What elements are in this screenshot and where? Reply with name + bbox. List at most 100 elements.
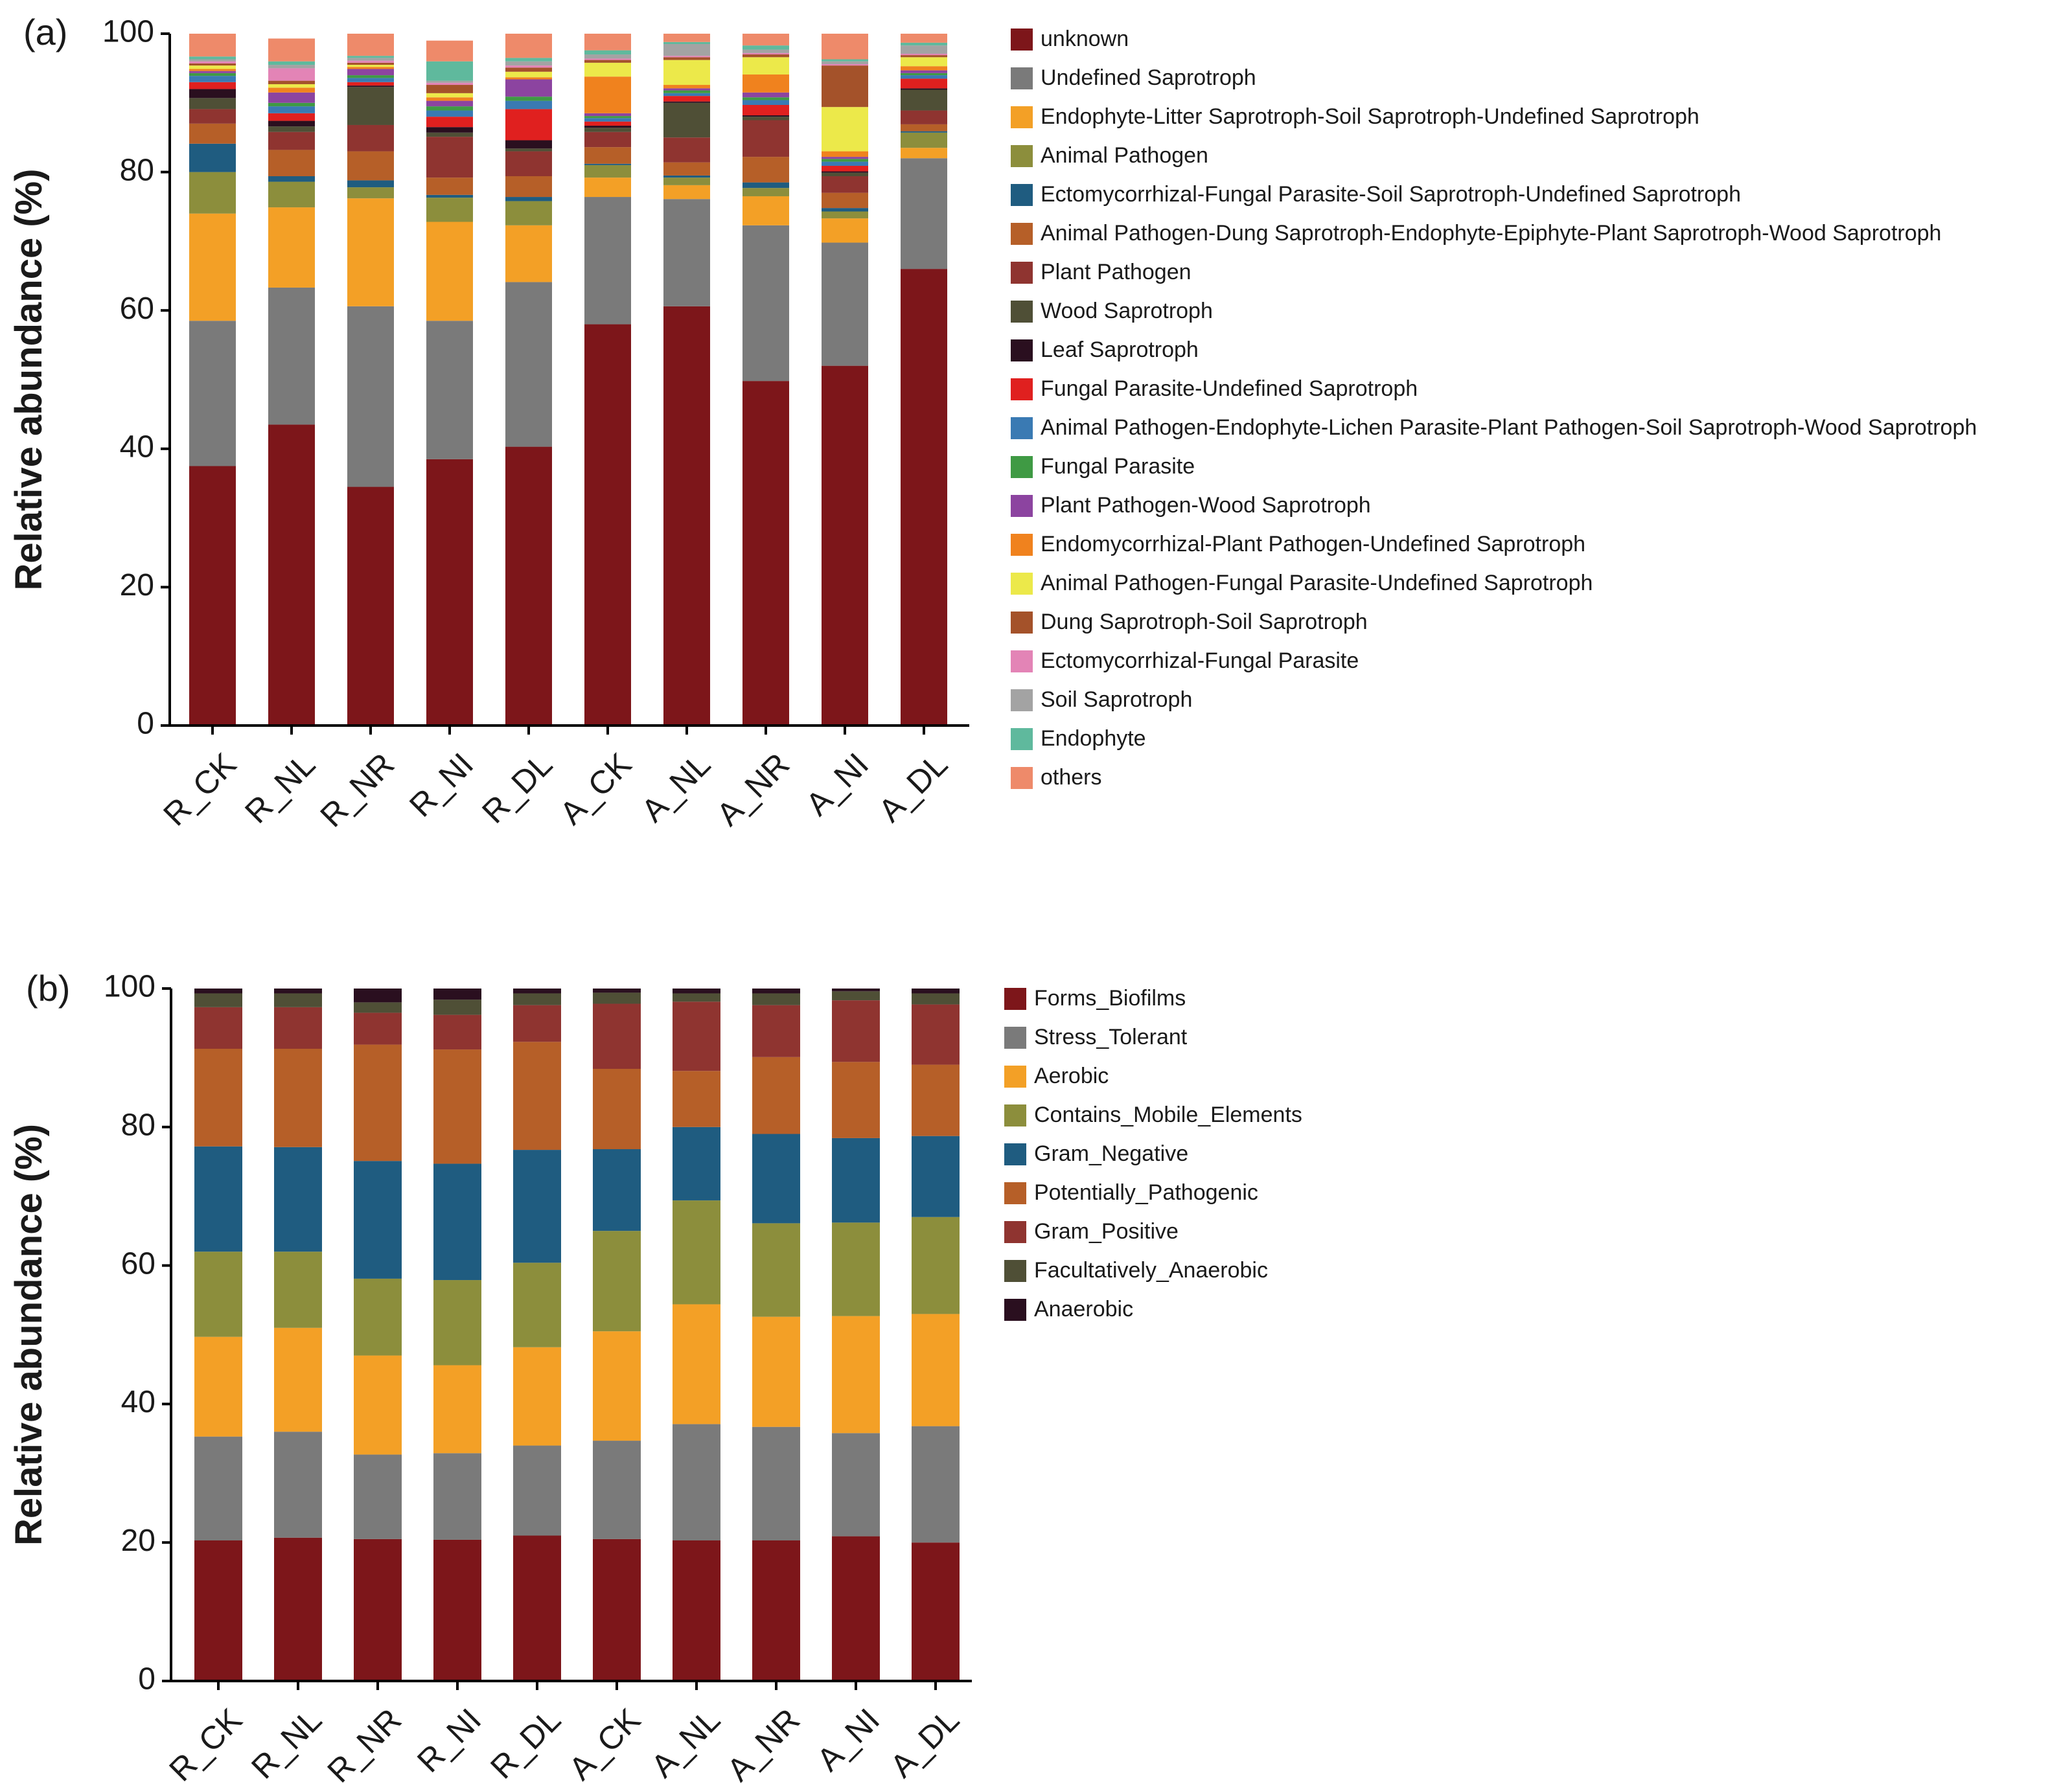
panel-a-bar-segment <box>189 59 236 62</box>
panel-a-y-tick-label: 100 <box>102 15 154 49</box>
panel-b-bar-segment <box>274 1147 322 1252</box>
panel-a-legend-swatch <box>1011 456 1033 478</box>
panel-a-y-tick-label: 80 <box>120 153 154 187</box>
panel-a-bar-segment <box>426 127 473 133</box>
panel-a-bar-segment <box>663 306 710 726</box>
panel-b-bar-segment <box>433 1163 481 1281</box>
panel-a-bar-segment <box>189 65 236 69</box>
panel-b-legend-label: Facultatively_Anaerobic <box>1034 1258 1268 1283</box>
panel-a-bar-segment <box>505 151 552 177</box>
panel-a-bar-segment <box>663 88 710 91</box>
panel-a-bar-segment <box>901 42 947 46</box>
panel-a-y-tick-label: 60 <box>120 292 154 326</box>
panel-a-chart: (a)Relative abundance (%)020406080100R_C… <box>8 12 1977 834</box>
panel-b-bar-segment <box>513 1005 561 1042</box>
panel-a-bar-segment <box>268 38 315 62</box>
panel-b-bar-segment <box>752 1134 800 1224</box>
panel-b-bar-segment <box>832 989 880 992</box>
panel-a-bar-segment <box>584 34 631 51</box>
panel-b-bar-segment <box>354 1538 402 1681</box>
panel-a-bar-segment <box>742 225 789 382</box>
panel-a-bar-segment <box>505 225 552 282</box>
panel-a-bar-segment <box>742 157 789 183</box>
panel-a-bar-segment <box>426 40 473 62</box>
panel-a-legend-swatch <box>1011 495 1033 517</box>
panel-b-y-tick-label: 60 <box>121 1246 155 1281</box>
panel-a-bar-segment <box>268 181 315 208</box>
panel-a-legend-swatch <box>1011 223 1033 245</box>
panel-a-bar-segment <box>347 58 394 61</box>
panel-b-bar-segment <box>593 1149 641 1231</box>
panel-a-bar-segment <box>505 100 552 109</box>
panel-a-bar-segment <box>189 321 236 466</box>
panel-b-legend-label: Aerobic <box>1034 1064 1109 1088</box>
panel-b-bar-segment <box>194 1540 242 1681</box>
panel-b-bar-segment <box>194 1146 242 1252</box>
panel-b-bar-segment <box>673 993 720 1002</box>
panel-a-y-tick-label: 40 <box>120 429 154 464</box>
panel-a-bar-segment <box>742 182 789 189</box>
panel-b-bar-segment <box>752 989 800 994</box>
panel-a-bar-segment <box>584 177 631 198</box>
panel-a-bar-segment <box>189 69 236 71</box>
panel-a-legend-swatch <box>1011 689 1033 711</box>
panel-a-legend-label: Undefined Saprotroph <box>1041 65 1256 90</box>
panel-a-bar-segment <box>742 57 789 75</box>
panel-a-bar-segment <box>663 34 710 42</box>
panel-a-bar-segment <box>901 70 947 73</box>
panel-a-bar-segment <box>663 93 710 97</box>
panel-a-bar-segment <box>822 176 868 193</box>
panel-a-legend-label: Fungal Parasite-Undefined Saprotroph <box>1041 376 1418 401</box>
panel-a-bar-segment <box>189 89 236 98</box>
panel-a-bar-segment <box>505 71 552 78</box>
panel-a-bar-segment <box>663 101 710 103</box>
panel-a-bar-segment <box>505 176 552 198</box>
panel-a-bar-segment <box>822 242 868 366</box>
panel-a-bar-segment <box>584 54 631 59</box>
panel-a-bar-segment <box>584 62 631 77</box>
panel-a-bar-segment <box>822 34 868 60</box>
panel-a-bar-segment <box>347 87 394 125</box>
panel-a-bar-segment <box>268 113 315 121</box>
panel-a-legend-label: Animal Pathogen-Endophyte-Lichen Parasit… <box>1041 415 1977 440</box>
panel-b-bar-segment <box>912 1426 960 1543</box>
panel-a-legend-swatch <box>1011 29 1033 51</box>
panel-a-bar-segment <box>901 73 947 76</box>
panel-a-bar-segment <box>822 192 868 209</box>
panel-a-bar-segment <box>663 177 710 185</box>
panel-a-bar-segment <box>505 67 552 72</box>
panel-a-bar-segment <box>505 109 552 141</box>
panel-b-bar-segment <box>912 1004 960 1065</box>
panel-a-bar-segment <box>901 269 947 726</box>
panel-b-bar-segment <box>752 1540 800 1681</box>
panel-a-y-tick-label: 20 <box>120 568 154 602</box>
panel-a-bar-segment <box>426 194 473 198</box>
panel-b-bar-segment <box>912 989 960 994</box>
panel-b-bar-segment <box>354 1161 402 1279</box>
panel-a-legend-label: Endophyte <box>1041 726 1146 751</box>
panel-b-bar-segment <box>593 1003 641 1069</box>
panel-a-bar-segment <box>426 82 473 86</box>
panel-a-bar-segment <box>584 50 631 55</box>
panel-a-bar-segment <box>268 61 315 65</box>
panel-a-bar-segment <box>663 185 710 200</box>
panel-a-bar-segment <box>268 150 315 177</box>
panel-a-bar-segment <box>347 69 394 76</box>
panel-a-legend-swatch <box>1011 145 1033 167</box>
panel-a-legend-label: Plant Pathogen-Wood Saprotroph <box>1041 493 1371 518</box>
panel-a-bar-segment <box>584 128 631 132</box>
panel-b-bar-segment <box>593 1231 641 1332</box>
panel-a-bar-segment <box>426 85 473 93</box>
panel-a-bar-segment <box>742 49 789 53</box>
panel-a-bar-segment <box>189 123 236 144</box>
panel-a-bar-segment <box>347 124 394 152</box>
panel-a-bar-segment <box>663 137 710 163</box>
panel-a-bar-segment <box>347 306 394 487</box>
panel-b-bar-segment <box>274 1327 322 1432</box>
panel-a-bar-segment <box>505 446 552 726</box>
panel-a-bar-segment <box>901 89 947 111</box>
panel-a-legend-swatch <box>1011 650 1033 672</box>
panel-b-bar-segment <box>752 1005 800 1057</box>
panel-b-bar-segment <box>194 1436 242 1540</box>
